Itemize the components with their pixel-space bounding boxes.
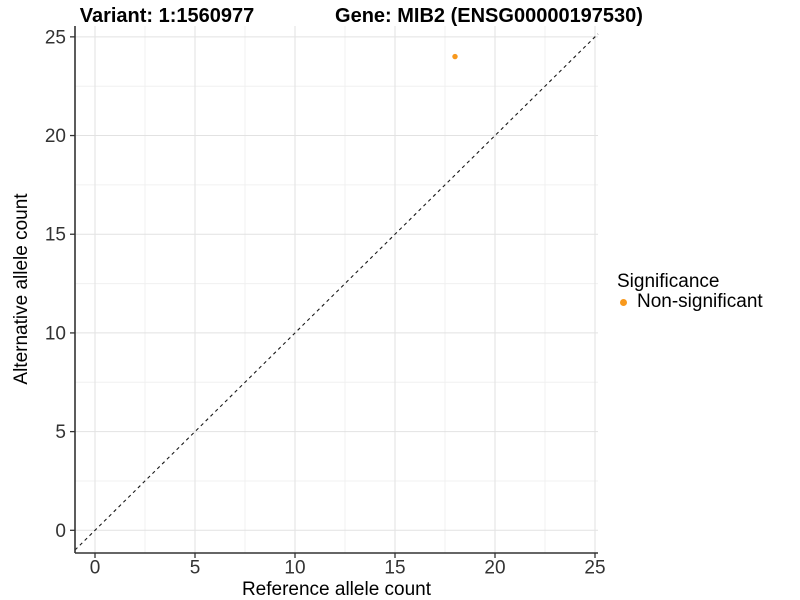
y-tick-label: 10 [45,323,66,344]
x-tick-label: 25 [584,558,605,579]
y-tick-label: 5 [55,422,66,443]
y-tick-label: 15 [45,225,66,246]
plot-title-gene: Gene: MIB2 (ENSG00000197530) [335,5,643,27]
y-axis-label: Alternative allele count [11,193,32,385]
y-tick-label: 20 [45,126,66,147]
legend-item-label: Non-significant [637,291,763,312]
x-tick-label: 20 [484,558,505,579]
legend: Significance Non-significant [617,271,763,312]
x-tick-label: 0 [90,558,101,579]
identity-line [74,33,599,551]
plot-title-variant: Variant: 1:1560977 [79,5,255,27]
y-tick-label: 0 [55,521,66,542]
x-axis-label: Reference allele count [241,579,432,600]
legend-title: Significance [617,271,720,292]
y-tick-label: 25 [45,27,66,48]
legend-swatch-non-significant [620,298,627,306]
x-tick-label: 5 [190,558,201,579]
x-tick-label: 10 [284,558,305,579]
data-point [452,53,458,60]
legend-item: Non-significant [617,290,763,312]
x-tick-label: 15 [384,558,405,579]
